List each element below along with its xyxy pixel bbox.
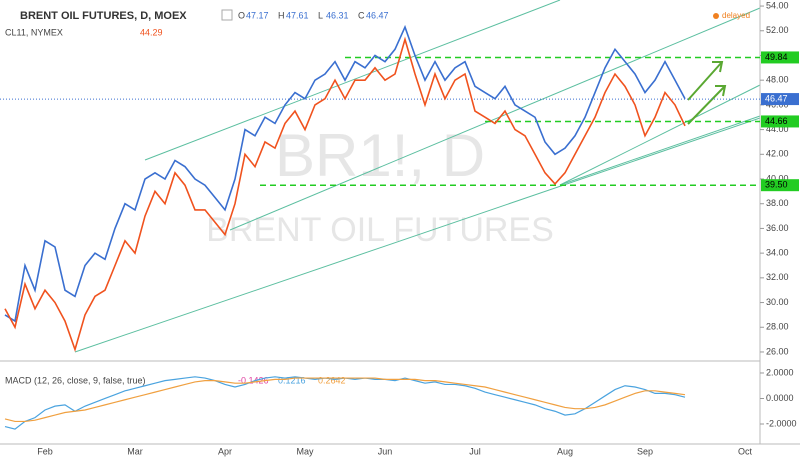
- y-tick-label: 26.00: [766, 346, 789, 356]
- y-tick-label: 32.00: [766, 272, 789, 282]
- arrow: [687, 61, 724, 101]
- y-tick-label: 34.00: [766, 248, 789, 258]
- trend-line: [144, 0, 561, 161]
- x-tick-label: May: [296, 446, 314, 456]
- x-tick-label: Oct: [738, 446, 753, 456]
- trend-line: [74, 117, 761, 353]
- ohlc-key: L: [318, 10, 323, 20]
- compare-value: 44.29: [140, 27, 163, 37]
- arrows: [687, 61, 727, 125]
- y-tick-label: 2.0000: [766, 367, 794, 377]
- level-label-box: [761, 51, 799, 64]
- ohlc-value: 46.31: [326, 10, 349, 20]
- trend-line: [559, 115, 761, 186]
- trend-line: [559, 84, 761, 186]
- macd-value: 0.2642: [318, 375, 346, 385]
- x-tick-label: Apr: [218, 446, 232, 456]
- icon[interactable]: [221, 9, 233, 21]
- x-tick-label: Jul: [469, 446, 481, 456]
- y-tick-label: 52.00: [766, 25, 789, 35]
- trend-lines: [74, 0, 761, 353]
- series-line: [4, 36, 686, 353]
- level-label: 44.66: [765, 116, 788, 126]
- y-tick-label: 38.00: [766, 198, 789, 208]
- x-tick-label: Sep: [637, 446, 653, 456]
- level-label: 39.50: [765, 180, 788, 190]
- series-line: [4, 377, 686, 423]
- status-dot: [713, 13, 719, 19]
- status: delayed: [722, 11, 750, 20]
- x-tick-label: Jun: [378, 446, 393, 456]
- ohlc-key: O: [238, 10, 245, 20]
- y-tick-label: 0.0000: [766, 393, 794, 403]
- y-tick-label: 48.00: [766, 75, 789, 85]
- macd-title: MACD (12, 26, close, 9, false, true): [5, 375, 146, 385]
- level-label-box: [761, 115, 799, 128]
- y-tick-label: 30.00: [766, 297, 789, 307]
- y-tick-label: 40.00: [766, 173, 789, 183]
- ohlc-key: C: [358, 10, 365, 20]
- last-price-label: 46.47: [765, 93, 788, 103]
- y-tick-label: -2.0000: [766, 418, 797, 428]
- symbol-title: BRENT OIL FUTURES, D, MOEX: [20, 10, 187, 22]
- ohlc-key: H: [278, 10, 285, 20]
- arrow: [687, 85, 727, 125]
- y-tick-label: 44.00: [766, 124, 789, 134]
- level-label: 49.84: [765, 52, 788, 62]
- macd-value: 0.1216: [278, 375, 306, 385]
- ohlc-value: 47.61: [286, 10, 309, 20]
- y-tick-label: 42.00: [766, 149, 789, 159]
- ohlc: O 47.17 H 47.61 L 46.31 C 46.47: [238, 10, 389, 20]
- macd-value: -0.1426: [238, 375, 269, 385]
- x-tick-label: Mar: [127, 446, 143, 456]
- ohlc-value: 46.47: [366, 10, 389, 20]
- level-label-box: [761, 179, 799, 192]
- x-tick-label: Aug: [557, 446, 573, 456]
- y-tick-label: 54.00: [766, 0, 789, 10]
- y-tick-label: 36.00: [766, 223, 789, 233]
- watermark: BR1!, D: [275, 122, 485, 189]
- compare-symbol: CL11, NYMEX: [5, 27, 63, 37]
- last-price-box: [761, 93, 799, 106]
- ohlc-value: 47.17: [246, 10, 269, 20]
- trend-line: [229, 7, 761, 231]
- x-tick-label: Feb: [37, 446, 53, 456]
- watermark-sub: BRENT OIL FUTURES: [206, 211, 554, 249]
- series-line: [4, 24, 686, 323]
- y-tick-label: 28.00: [766, 322, 789, 332]
